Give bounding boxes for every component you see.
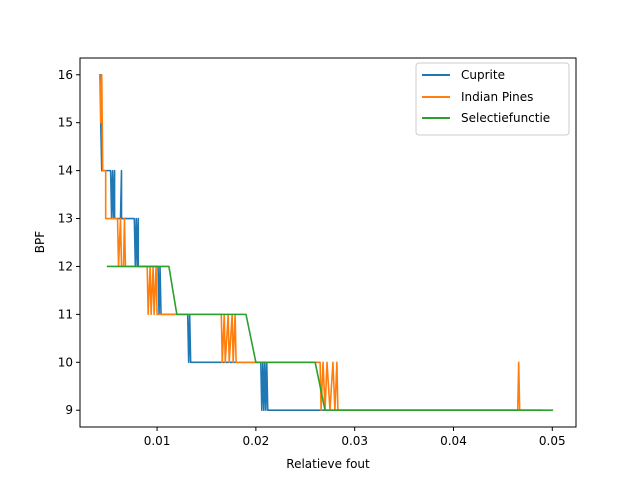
legend-label-selectiefunctie: Selectiefunctie <box>461 111 550 125</box>
y-tick-label: 14 <box>58 164 73 178</box>
series-line-selectiefunctie <box>106 265 554 412</box>
y-tick-label: 11 <box>58 307 73 321</box>
series-layer <box>98 73 554 412</box>
y-tick-label: 9 <box>65 403 73 417</box>
y-axis-ticks: 9 10 11 12 13 14 15 16 <box>58 68 80 417</box>
series-line-indian-pines <box>98 73 521 412</box>
y-axis-label: BPF <box>33 231 47 253</box>
x-axis-label: Relatieve fout <box>286 457 370 471</box>
x-tick-label: 0.04 <box>440 434 467 448</box>
legend: Cuprite Indian Pines Selectiefunctie <box>415 62 570 136</box>
x-tick-label: 0.01 <box>144 434 171 448</box>
y-tick-label: 10 <box>58 355 73 369</box>
legend-label-indian-pines: Indian Pines <box>461 90 533 104</box>
legend-box <box>415 62 570 136</box>
plot-area-frame <box>79 57 577 428</box>
x-tick-label: 0.05 <box>539 434 566 448</box>
y-tick-label: 15 <box>58 116 73 130</box>
y-tick-label: 13 <box>58 212 73 226</box>
y-tick-label: 12 <box>58 259 73 273</box>
x-tick-label: 0.03 <box>341 434 368 448</box>
x-tick-label: 0.02 <box>243 434 270 448</box>
x-axis-ticks: 0.01 0.02 0.03 0.04 0.05 <box>144 427 566 448</box>
y-tick-label: 16 <box>58 68 73 82</box>
legend-label-cuprite: Cuprite <box>461 68 505 82</box>
